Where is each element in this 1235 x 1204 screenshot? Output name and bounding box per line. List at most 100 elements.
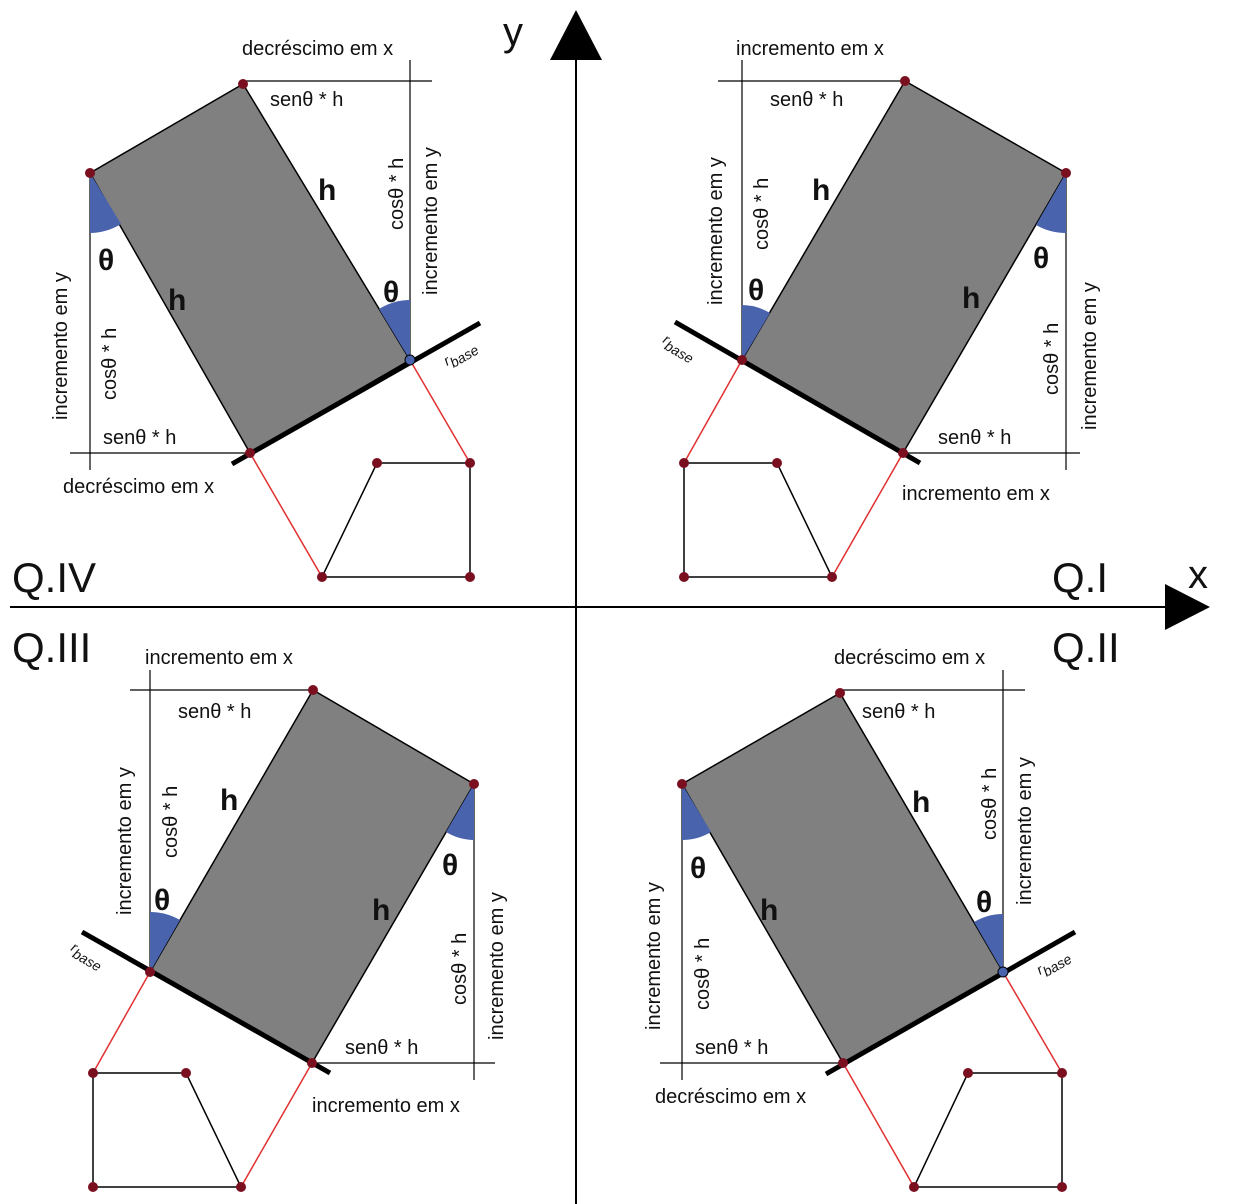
joint: [308, 685, 318, 695]
label-theta: θ: [976, 886, 992, 919]
joint: [88, 1182, 98, 1192]
label-incremento-y: incremento em y: [50, 272, 72, 420]
label-incremento-y: incremento em y: [1014, 757, 1036, 905]
quadrant-label-q3: Q.III: [12, 624, 91, 671]
label-decrescimo-x: decréscimo em x: [834, 647, 985, 669]
joint: [85, 168, 95, 178]
y-axis-arrow: [550, 10, 602, 60]
label-sen-h: senθ * h: [178, 701, 251, 723]
label-sen-h: senθ * h: [345, 1037, 418, 1059]
rotated-rectangle-q2: [680, 691, 1005, 1065]
joint: [1057, 1068, 1067, 1078]
label-sen-h: senθ * h: [103, 427, 176, 449]
panel-q2: decréscimo em x senθ * h h cosθ * h incr…: [643, 647, 1077, 1192]
joint: [963, 1068, 973, 1078]
label-theta: θ: [1033, 242, 1049, 275]
label-incremento-y: incremento em y: [643, 882, 665, 1030]
label-cos-h: cosθ * h: [99, 328, 121, 400]
label-sen-h: senθ * h: [770, 89, 843, 111]
label-h: h: [962, 282, 980, 315]
base-bar-q2: [824, 929, 1077, 1077]
base-quad-q3: [92, 1072, 243, 1188]
y-axis-label: y: [503, 10, 523, 54]
label-incremento-y: incremento em y: [705, 157, 727, 305]
label-theta: θ: [442, 849, 458, 882]
panel-q3: incremento em x senθ * h incremento em y…: [69, 647, 508, 1192]
label-h: h: [220, 784, 238, 817]
joint: [679, 572, 689, 582]
rotated-rectangle-q1: [740, 79, 1068, 455]
label-sen-h: senθ * h: [695, 1037, 768, 1059]
label-sen-h: senθ * h: [270, 89, 343, 111]
label-incremento-x: incremento em x: [736, 38, 884, 60]
label-sen-h: senθ * h: [938, 427, 1011, 449]
joint: [238, 79, 248, 89]
panel-q1: incremento em x senθ * h incremento em y…: [658, 38, 1101, 582]
joint: [465, 458, 475, 468]
base-quad-q1: [683, 462, 834, 578]
panel-q4: decréscimo em x senθ * h h cosθ * h incr…: [50, 38, 482, 582]
label-incremento-y: incremento em y: [420, 147, 442, 295]
joint: [677, 779, 687, 789]
joint: [835, 688, 845, 698]
label-h: h: [760, 894, 778, 927]
label-h: h: [912, 786, 930, 819]
label-cos-h: cosθ * h: [979, 768, 1001, 840]
label-r-base: rbase: [658, 331, 699, 367]
angle-wedge-q2-right: [974, 914, 1003, 972]
label-incremento-y: incremento em y: [114, 767, 136, 915]
angle-wedge-q3-right: [446, 784, 474, 840]
label-decrescimo-x: decréscimo em x: [63, 476, 214, 498]
label-incremento-y: incremento em y: [486, 892, 508, 1040]
x-axis-arrow: [1165, 584, 1210, 630]
label-cos-h: cosθ * h: [751, 178, 773, 250]
label-h: h: [372, 894, 390, 927]
angle-wedge-q1-right: [1036, 173, 1066, 234]
quadrant-label-q4: Q.IV: [12, 554, 96, 601]
base-bar-q3: [80, 929, 332, 1076]
angle-wedge-q4-left: [90, 173, 121, 233]
angle-wedge-q4-right: [379, 300, 410, 360]
angle-wedge-q1-left: [742, 305, 770, 360]
label-theta: θ: [748, 274, 764, 307]
joint: [1057, 1182, 1067, 1192]
joint: [997, 966, 1009, 978]
quadrant-label-q1: Q.I: [1052, 554, 1108, 601]
joint: [145, 967, 155, 977]
base-quad-q4: [320, 462, 471, 578]
joint: [469, 779, 479, 789]
joint: [909, 1182, 919, 1192]
joint: [404, 354, 416, 366]
joint: [372, 458, 382, 468]
base-bar-q1: [673, 319, 922, 466]
joint: [245, 448, 255, 458]
label-incremento-x: incremento em x: [902, 483, 1050, 505]
base-quad-q2: [912, 1072, 1063, 1188]
label-cos-h: cosθ * h: [386, 158, 408, 230]
joint: [88, 1068, 98, 1078]
label-cos-h: cosθ * h: [160, 786, 182, 858]
label-cos-h: cosθ * h: [449, 933, 471, 1005]
label-h: h: [168, 284, 186, 317]
label-theta: θ: [154, 884, 170, 917]
joint: [772, 458, 782, 468]
angle-wedge-q2-left: [682, 784, 711, 841]
label-sen-h: senθ * h: [862, 701, 935, 723]
label-theta: θ: [98, 244, 114, 277]
label-incremento-x: incremento em x: [312, 1095, 460, 1117]
label-cos-h: cosθ * h: [1041, 323, 1063, 395]
base-bar-q4: [230, 320, 482, 467]
joint: [317, 572, 327, 582]
label-incremento-x: incremento em x: [145, 647, 293, 669]
label-theta: θ: [690, 852, 706, 885]
label-cos-h: cosθ * h: [692, 938, 714, 1010]
joint: [465, 572, 475, 582]
rotated-rectangle-q4: [88, 82, 412, 455]
label-incremento-y: incremento em y: [1079, 282, 1101, 430]
joint: [181, 1068, 191, 1078]
label-theta: θ: [383, 276, 399, 309]
rotated-rectangle-q3: [148, 688, 476, 1065]
joint: [307, 1058, 317, 1068]
label-h: h: [812, 174, 830, 207]
